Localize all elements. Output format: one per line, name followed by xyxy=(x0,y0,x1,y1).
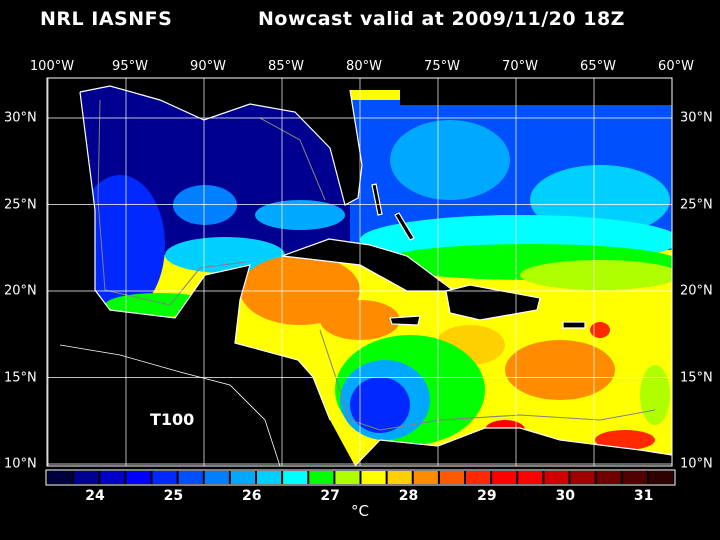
colorbar-swatch xyxy=(596,471,621,484)
hispaniola xyxy=(445,284,541,321)
colorbar-tick-label: 30 xyxy=(555,488,575,504)
depth-contours xyxy=(97,99,656,431)
border-line xyxy=(59,344,281,467)
map-frame xyxy=(46,77,673,467)
colorbar-swatch xyxy=(335,471,360,484)
colorbar-swatch xyxy=(413,471,438,484)
colorbar-swatch xyxy=(257,471,282,484)
lon-label: 100°W xyxy=(29,59,75,74)
colorbar-swatch xyxy=(361,471,386,484)
layer-label: T100 xyxy=(150,410,195,429)
coastline xyxy=(79,85,673,467)
colorbar-swatch xyxy=(570,471,595,484)
lat-label-left: 20°N xyxy=(4,283,37,299)
colorbar-unit: °C xyxy=(351,502,369,520)
lat-label-right: 30°N xyxy=(680,110,713,126)
lon-label: 90°W xyxy=(190,59,226,74)
lat-label-left: 10°N xyxy=(4,456,37,472)
colorbar-tick-label: 29 xyxy=(477,488,497,504)
colorbar-swatch xyxy=(518,471,543,484)
colorbar xyxy=(45,469,676,486)
colorbar-swatch xyxy=(387,471,412,484)
colorbar-swatch xyxy=(230,471,255,484)
lat-label-right: 15°N xyxy=(680,370,713,385)
colorbar-tick-label: 24 xyxy=(85,488,105,504)
product-title: Nowcast xyxy=(258,8,353,30)
colorbar-swatch xyxy=(178,471,203,484)
lon-label: 75°W xyxy=(424,59,460,74)
lat-label-left: 15°N xyxy=(4,370,37,385)
jamaica xyxy=(389,315,421,326)
colorbar-swatch xyxy=(466,471,491,484)
colorbar-swatch xyxy=(152,471,177,484)
lat-label-right: 10°N xyxy=(680,456,713,472)
colorbar-swatch xyxy=(622,471,647,484)
sea-temperature-field xyxy=(80,86,672,466)
colorbar-swatch xyxy=(204,471,229,484)
islands xyxy=(281,183,586,329)
lat-label-right: 25°N xyxy=(680,197,713,212)
lon-label: 95°W xyxy=(112,59,148,74)
colorbar-swatch xyxy=(544,471,569,484)
colorbar-swatch xyxy=(100,471,125,484)
lat-label-right: 20°N xyxy=(680,283,713,299)
colorbar-swatch xyxy=(74,471,99,484)
lon-label: 70°W xyxy=(502,59,538,74)
colorbar-swatch xyxy=(48,471,73,484)
colorbar-swatch xyxy=(439,471,464,484)
colorbar-swatch xyxy=(309,471,334,484)
colorbar-tick-label: 26 xyxy=(242,488,262,504)
colorbar-tick-label: 25 xyxy=(163,488,184,504)
lat-label-left: 30°N xyxy=(4,110,37,126)
lon-label: 65°W xyxy=(580,59,616,74)
colorbar-swatch xyxy=(283,471,308,484)
colorbar-tick-label: 31 xyxy=(633,488,654,504)
colorbar-tick-label: 28 xyxy=(398,488,419,504)
colorbar-swatch xyxy=(492,471,517,484)
lon-label: 60°W xyxy=(658,59,694,74)
colorbar-swatch xyxy=(126,471,151,484)
colorbar-tick-label: 27 xyxy=(320,488,340,504)
lon-label: 80°W xyxy=(346,59,382,74)
puerto-rico xyxy=(562,321,586,329)
colorbar-frame xyxy=(45,469,676,486)
colorbar-swatch xyxy=(648,471,673,484)
bahamas xyxy=(371,183,415,241)
valid-time: valid at 2009/11/20 18Z xyxy=(360,8,625,30)
lat-label-left: 25°N xyxy=(4,197,37,212)
lon-label: 85°W xyxy=(268,59,304,74)
source-title: NRL IASNFS xyxy=(40,8,173,30)
